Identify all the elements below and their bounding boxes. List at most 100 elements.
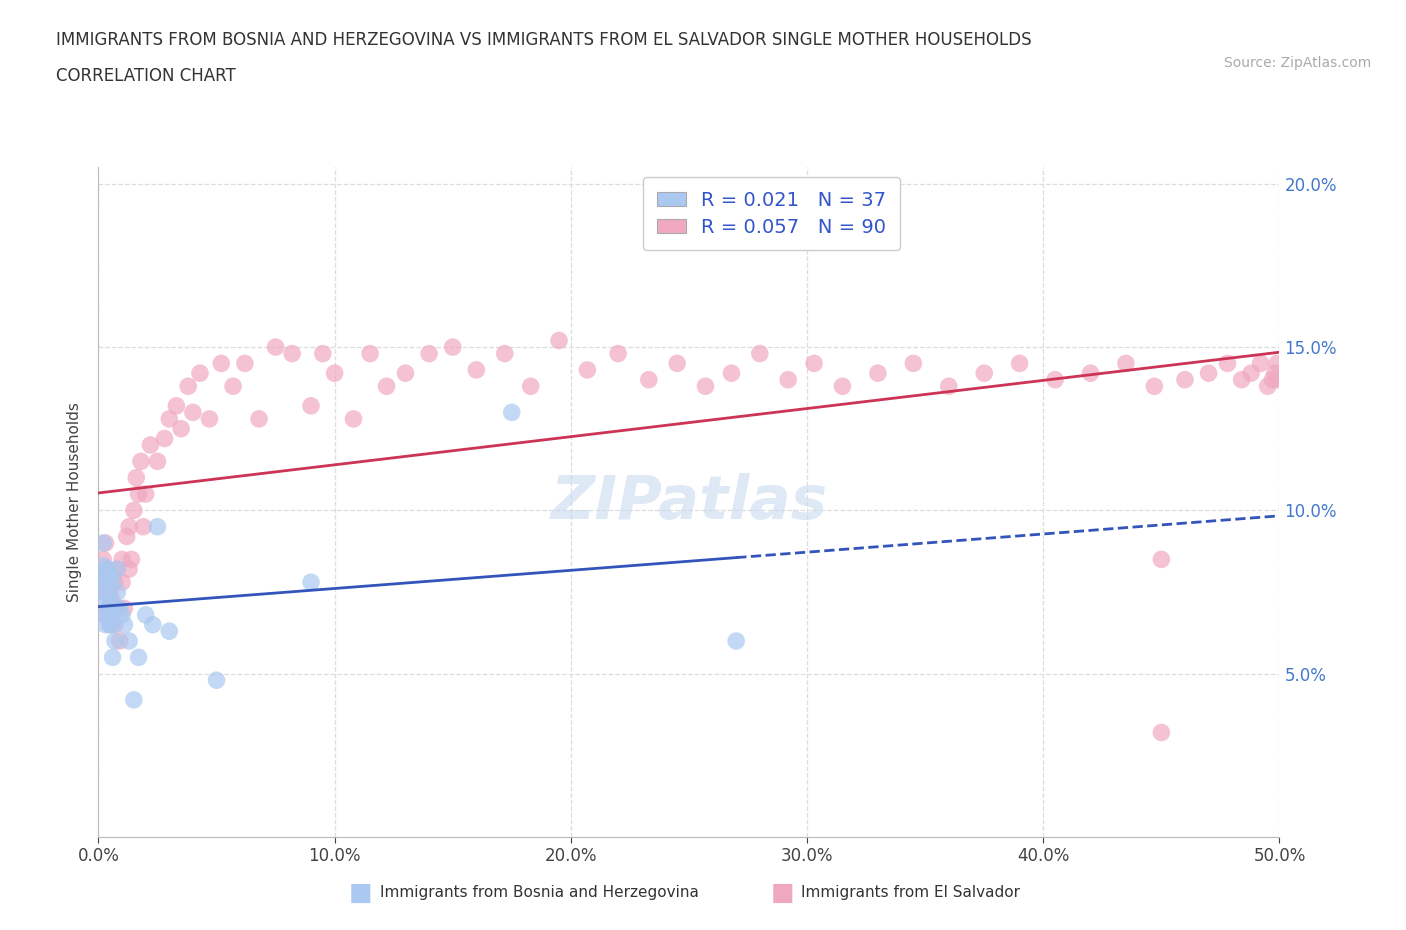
Text: ■: ■	[770, 881, 794, 905]
Text: Immigrants from El Salvador: Immigrants from El Salvador	[801, 885, 1021, 900]
Point	[91, 607, 114, 622]
Point	[1043, 372, 1066, 387]
Point	[342, 411, 364, 426]
Point	[121, 551, 143, 566]
Point	[803, 356, 825, 371]
Point	[1198, 365, 1220, 380]
Point	[153, 432, 176, 446]
Point	[139, 438, 162, 453]
Point	[157, 624, 180, 639]
Point	[205, 672, 228, 687]
Point	[101, 618, 124, 632]
Text: Source: ZipAtlas.com: Source: ZipAtlas.com	[1223, 56, 1371, 70]
Point	[104, 601, 127, 616]
Point	[104, 618, 127, 632]
Point	[501, 405, 523, 419]
Point	[1264, 365, 1286, 380]
Point	[90, 568, 112, 583]
Point	[165, 398, 187, 413]
Text: IMMIGRANTS FROM BOSNIA AND HERZEGOVINA VS IMMIGRANTS FROM EL SALVADOR SINGLE MOT: IMMIGRANTS FROM BOSNIA AND HERZEGOVINA V…	[56, 31, 1032, 48]
Point	[105, 562, 128, 577]
Point	[281, 346, 304, 361]
Point	[233, 356, 256, 371]
Point	[359, 346, 381, 361]
Point	[1240, 365, 1263, 380]
Point	[188, 365, 211, 380]
Point	[98, 568, 121, 583]
Point	[1265, 372, 1288, 387]
Point	[222, 379, 245, 393]
Point	[177, 379, 200, 393]
Point	[198, 411, 221, 426]
Point	[108, 601, 131, 616]
Point	[94, 594, 117, 609]
Point	[135, 607, 157, 622]
Point	[778, 372, 800, 387]
Point	[170, 421, 193, 436]
Point	[105, 585, 128, 600]
Point	[748, 346, 770, 361]
Point	[725, 633, 748, 648]
Point	[101, 650, 124, 665]
Point	[1261, 372, 1284, 387]
Point	[973, 365, 995, 380]
Point	[548, 333, 571, 348]
Point	[118, 519, 141, 534]
Point	[1216, 356, 1239, 371]
Point	[98, 618, 121, 632]
Point	[111, 607, 134, 622]
Point	[128, 486, 150, 501]
Point	[104, 575, 127, 590]
Point	[115, 529, 138, 544]
Point	[312, 346, 335, 361]
Point	[666, 356, 689, 371]
Point	[1250, 356, 1272, 371]
Point	[1150, 551, 1173, 566]
Point	[97, 562, 120, 577]
Point	[98, 618, 121, 632]
Point	[181, 405, 204, 419]
Point	[637, 372, 659, 387]
Point	[465, 363, 488, 378]
Point	[111, 575, 134, 590]
Text: Immigrants from Bosnia and Herzegovina: Immigrants from Bosnia and Herzegovina	[380, 885, 699, 900]
Text: ZIPatlas: ZIPatlas	[550, 472, 828, 532]
Point	[247, 411, 270, 426]
Point	[118, 633, 141, 648]
Point	[97, 585, 120, 600]
Point	[394, 365, 416, 380]
Point	[91, 551, 114, 566]
Point	[98, 594, 121, 609]
Point	[111, 551, 134, 566]
Point	[146, 454, 169, 469]
Point	[94, 536, 117, 551]
Point	[129, 454, 152, 469]
Point	[1143, 379, 1166, 393]
Point	[264, 339, 287, 354]
Point	[112, 618, 135, 632]
Point	[209, 356, 232, 371]
Point	[720, 365, 742, 380]
Point	[323, 365, 346, 380]
Point	[831, 379, 853, 393]
Point	[441, 339, 464, 354]
Point	[375, 379, 398, 393]
Point	[1150, 725, 1173, 740]
Point	[1265, 356, 1288, 371]
Point	[157, 411, 180, 426]
Point	[142, 618, 165, 632]
Point	[1257, 379, 1279, 393]
Point	[299, 398, 322, 413]
Point	[105, 601, 128, 616]
Point	[98, 585, 121, 600]
Point	[91, 585, 114, 600]
Point	[903, 356, 925, 371]
Point	[695, 379, 717, 393]
Point	[112, 601, 135, 616]
Point	[122, 692, 145, 707]
Point	[94, 562, 117, 577]
Point	[1174, 372, 1197, 387]
Point	[91, 536, 114, 551]
Point	[1080, 365, 1102, 380]
Point	[1230, 372, 1253, 387]
